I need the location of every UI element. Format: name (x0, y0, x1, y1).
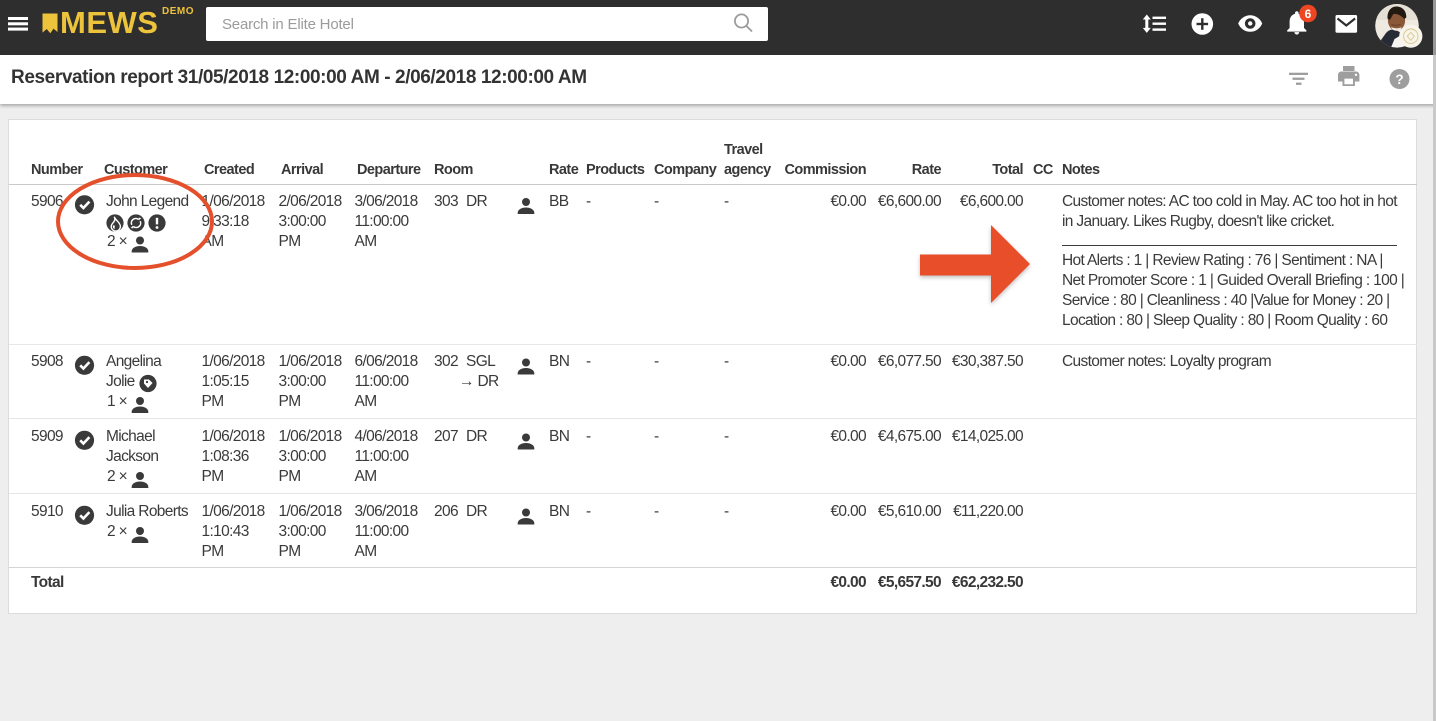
svg-text:?: ? (1395, 72, 1403, 87)
svg-text:6: 6 (1305, 7, 1312, 21)
